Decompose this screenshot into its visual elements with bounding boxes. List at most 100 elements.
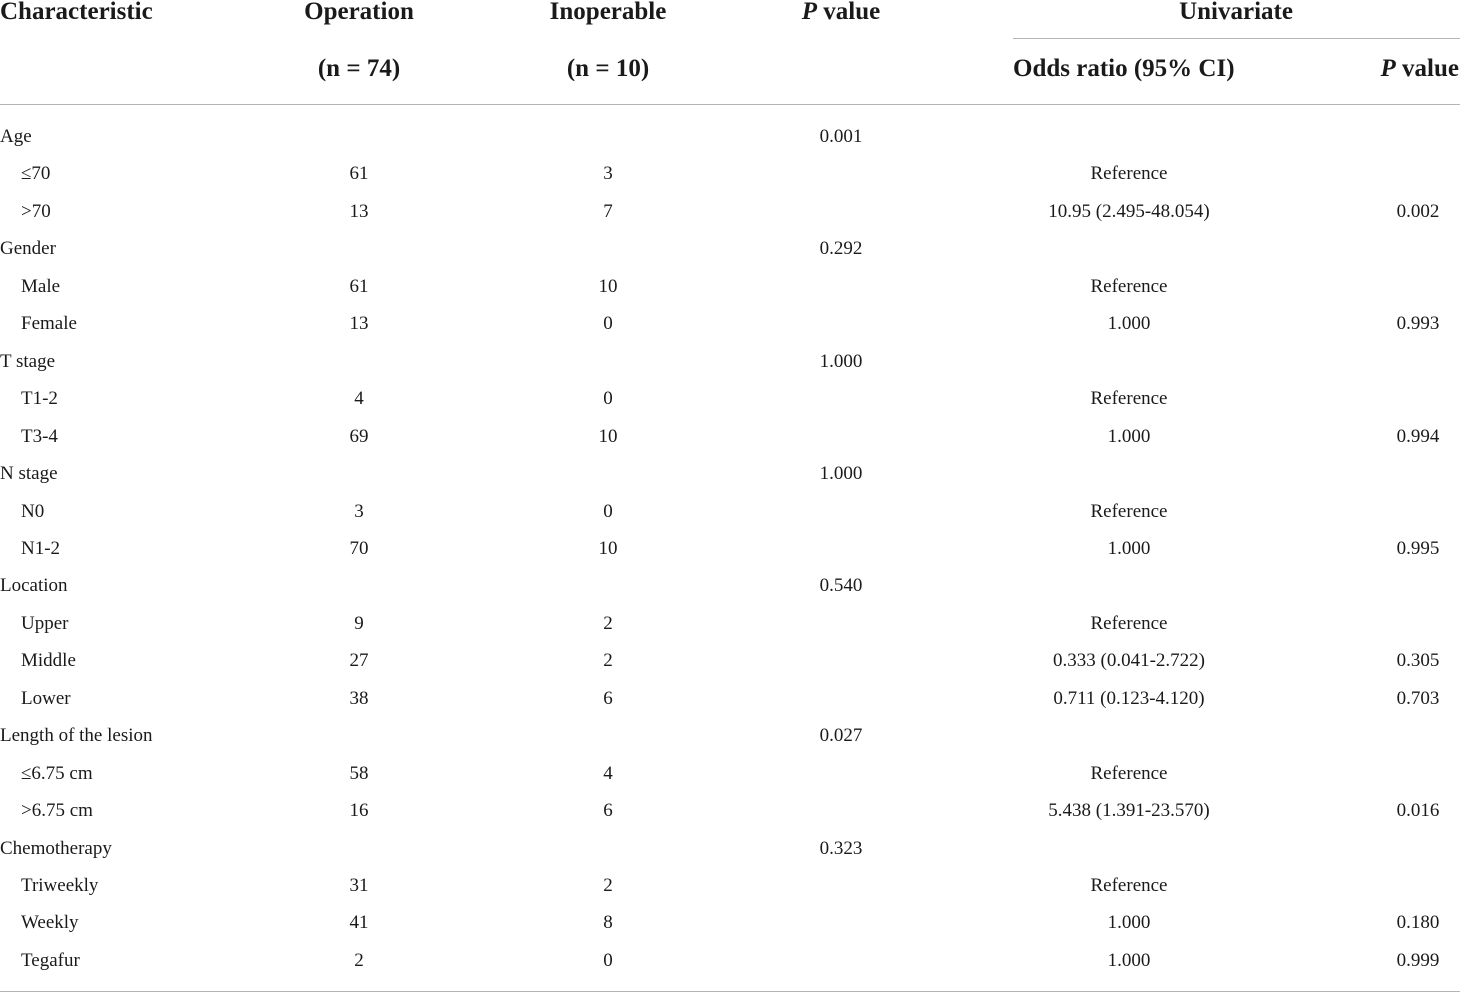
inoperable-cell: 0 <box>603 500 613 522</box>
row-label: Lower <box>21 687 71 709</box>
row-label: Tegafur <box>21 949 80 971</box>
table-row: N1-2 70 10 1.000 0.995 <box>0 536 1460 573</box>
operation-cell: 61 <box>349 163 369 185</box>
table-row: Chemotherapy 0.323 <box>0 836 1460 873</box>
p-value-cell: 0.323 <box>819 837 863 859</box>
row-label: Gender <box>0 238 56 260</box>
header-characteristic: Characteristic <box>0 0 153 25</box>
odds-ratio-cell: 1.000 <box>1107 949 1151 971</box>
header-p-italic: P <box>801 0 818 25</box>
header-univariate: Univariate <box>1179 0 1293 25</box>
table-row: Upper 9 2 Reference <box>0 611 1460 648</box>
header-operation-n: (n = 74) <box>317 55 401 82</box>
operation-cell: 13 <box>349 200 369 222</box>
odds-ratio-cell: 1.000 <box>1107 313 1151 335</box>
inoperable-cell: 3 <box>603 163 613 185</box>
row-label: Upper <box>21 612 69 634</box>
univariate-p-cell: 0.703 <box>1396 687 1440 709</box>
row-label: >70 <box>21 200 51 222</box>
univariate-p-cell: 0.016 <box>1396 800 1440 822</box>
operation-cell: 3 <box>354 500 364 522</box>
univariate-p-cell: 0.999 <box>1396 949 1440 971</box>
table-row: Length of the lesion 0.027 <box>0 723 1460 760</box>
inoperable-cell: 2 <box>603 650 613 672</box>
inoperable-cell: 6 <box>603 687 613 709</box>
operation-cell: 13 <box>349 313 369 335</box>
row-label: T3-4 <box>21 425 58 447</box>
odds-ratio-cell: 1.000 <box>1107 537 1151 559</box>
inoperable-cell: 10 <box>598 275 618 297</box>
inoperable-cell: 2 <box>603 875 613 896</box>
operation-cell: 9 <box>354 612 364 634</box>
inoperable-cell: 0 <box>603 388 613 410</box>
p-value-cell: 1.000 <box>819 350 863 372</box>
odds-ratio-cell: Reference <box>1090 388 1168 410</box>
univariate-p-cell: 0.002 <box>1396 200 1440 222</box>
table-row: Lower 38 6 0.711 (0.123-4.120) 0.703 <box>0 686 1460 723</box>
table-row: Male 61 10 Reference <box>0 274 1460 311</box>
odds-ratio-cell: Reference <box>1090 612 1168 634</box>
odds-ratio-cell: Reference <box>1090 163 1168 185</box>
header-p-value: P value <box>802 0 880 26</box>
table-row: Middle 27 2 0.333 (0.041-2.722) 0.305 <box>0 648 1460 685</box>
table-row: T3-4 69 10 1.000 0.994 <box>0 424 1460 461</box>
header-inoperable: Inoperable <box>549 0 667 25</box>
row-label: N1-2 <box>21 537 61 559</box>
inoperable-cell: 2 <box>603 612 613 634</box>
row-label: Middle <box>21 650 76 672</box>
operation-cell: 70 <box>349 537 369 559</box>
odds-ratio-cell: Reference <box>1090 275 1168 297</box>
table-row: N stage 1.000 <box>0 461 1460 498</box>
header-rule <box>0 104 1460 105</box>
univariate-underline <box>1013 38 1460 39</box>
odds-ratio-cell: Reference <box>1090 500 1168 522</box>
inoperable-cell: 10 <box>598 425 618 447</box>
operation-cell: 61 <box>349 275 369 297</box>
table-row: Female 13 0 1.000 0.993 <box>0 311 1460 348</box>
row-label: >6.75 cm <box>21 800 93 822</box>
odds-ratio-cell: 1.000 <box>1107 425 1151 447</box>
p-value-cell: 0.540 <box>819 575 863 597</box>
operation-cell: 41 <box>349 912 369 934</box>
p-value-cell: 0.027 <box>819 725 863 747</box>
table-row: Weekly 41 8 1.000 0.180 <box>0 910 1460 947</box>
odds-ratio-cell: Reference <box>1090 762 1168 784</box>
odds-ratio-cell: 1.000 <box>1107 912 1151 934</box>
row-label: Length of the lesion <box>0 725 153 747</box>
row-label: Female <box>21 313 77 335</box>
inoperable-cell: 0 <box>603 949 613 971</box>
row-label: Triweekly <box>21 875 99 896</box>
table-row: Triweekly 31 2 Reference <box>0 873 1460 910</box>
row-label: N stage <box>0 463 58 485</box>
header-p-word: value <box>823 0 881 25</box>
odds-ratio-cell: 10.95 (2.495-48.054) <box>1048 200 1210 222</box>
row-label: Male <box>21 275 61 297</box>
inoperable-cell: 8 <box>603 912 613 934</box>
operation-cell: 27 <box>349 650 369 672</box>
p-value-cell: 1.000 <box>819 463 863 485</box>
table-row: Age 0.001 <box>0 124 1460 161</box>
row-label: ≤70 <box>21 163 51 185</box>
table-row: ≤70 61 3 Reference <box>0 161 1460 198</box>
row-label: N0 <box>21 500 45 522</box>
univariate-p-cell: 0.993 <box>1396 313 1440 335</box>
p-value-cell: 0.292 <box>819 238 863 260</box>
inoperable-cell: 10 <box>598 537 618 559</box>
row-label: Location <box>0 575 68 597</box>
operation-cell: 2 <box>354 949 364 971</box>
operation-cell: 69 <box>349 425 369 447</box>
table-row: Location 0.540 <box>0 573 1460 610</box>
bottom-rule <box>0 991 1460 992</box>
univariate-p-cell: 0.995 <box>1396 537 1440 559</box>
table-row: >70 13 7 10.95 (2.495-48.054) 0.002 <box>0 199 1460 236</box>
inoperable-cell: 6 <box>603 800 613 822</box>
odds-ratio-cell: 5.438 (1.391-23.570) <box>1048 800 1210 822</box>
table-row: Tegafur 2 0 1.000 0.999 <box>0 948 1460 985</box>
univariate-p-cell: 0.994 <box>1396 425 1440 447</box>
row-label: Chemotherapy <box>0 837 112 859</box>
table-row: >6.75 cm 16 6 5.438 (1.391-23.570) 0.016 <box>0 798 1460 835</box>
table-row: ≤6.75 cm 58 4 Reference <box>0 761 1460 798</box>
header-uni-p-value: P value <box>1381 55 1459 83</box>
row-label: Age <box>0 126 32 147</box>
row-label: T1-2 <box>21 388 58 410</box>
